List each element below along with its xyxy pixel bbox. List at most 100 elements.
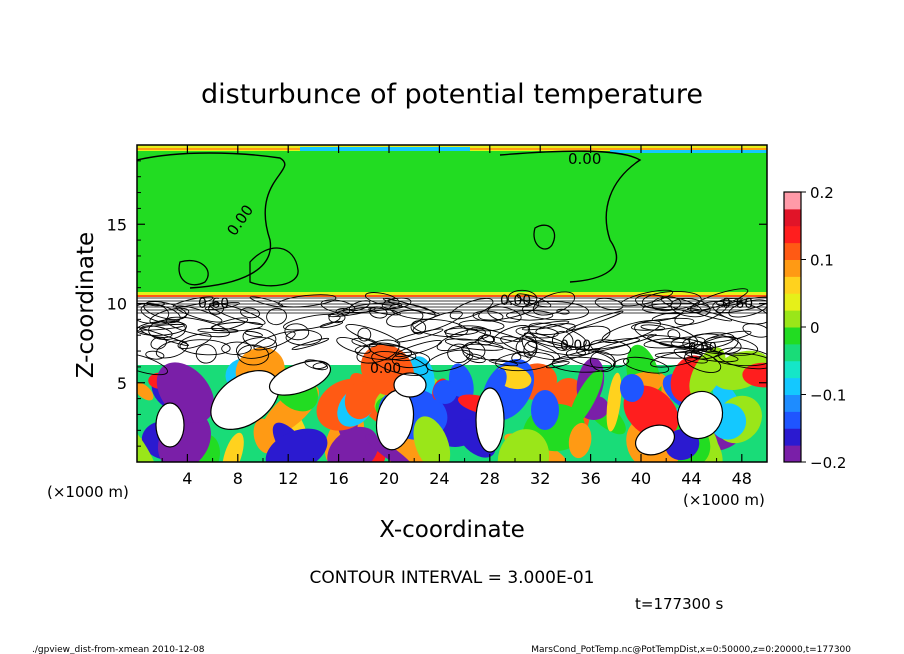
contour-line: [150, 336, 167, 350]
colorbar-tick-label: 0: [810, 319, 820, 337]
x-tick-label: 24: [429, 469, 449, 488]
contour-line: [690, 341, 704, 355]
contour-line: [713, 352, 767, 367]
contour-line: [495, 351, 555, 372]
colorbar-tick-label: −0.1: [810, 387, 846, 405]
contour-line: [371, 351, 429, 376]
contour-line: [242, 328, 277, 348]
cold-cell-core: [433, 380, 457, 404]
x-tick-label: 40: [631, 469, 651, 488]
contour-line: [487, 306, 522, 323]
contour-line: [145, 350, 165, 360]
contour-line: [210, 321, 263, 332]
contour-line: [283, 313, 341, 331]
contour-line: [235, 337, 278, 359]
zero-contour-lobe: [155, 402, 185, 448]
contour-line: [643, 337, 691, 349]
cold-cell-core: [620, 374, 644, 402]
x-tick-label: 4: [182, 469, 192, 488]
chart-title: disturbunce of potential temperature: [201, 79, 703, 110]
contour-line: [266, 307, 287, 326]
plot-area: [137, 145, 767, 462]
contour-upper-3: [249, 247, 299, 287]
convective-cell: [137, 382, 154, 401]
x-tick-label: 12: [278, 469, 298, 488]
convective-cell: [344, 381, 376, 420]
colorbar-segment: [784, 293, 801, 311]
contour-line: [472, 310, 504, 322]
contour-lines: [137, 288, 767, 376]
contour-line: [345, 324, 401, 347]
convective-cell: [413, 416, 451, 462]
contour-line: [691, 336, 739, 360]
colorbar-segment: [784, 259, 801, 277]
contour-line: [137, 302, 170, 324]
contour-line: [552, 347, 601, 363]
colorbar-segment: [784, 377, 801, 395]
x-axis: 4 8 12 16 20 24 28 32 36 40 44 48: [161, 145, 752, 488]
inversion-yellow: [137, 292, 767, 295]
contour-line: [684, 350, 739, 363]
contour-line: [444, 338, 504, 351]
contour-line: [742, 323, 767, 338]
contour-line: [594, 297, 624, 311]
contour-line: [221, 341, 252, 355]
contour-line: [436, 328, 486, 352]
footer-left: ./gpview_dist-from-xmean 2010-12-08: [32, 645, 205, 654]
footer-right: MarsCond_PotTemp.nc@PotTempDist,x=0:5000…: [531, 645, 851, 654]
contour-line: [356, 339, 400, 364]
contour-line: [511, 351, 532, 364]
contour-line: [461, 343, 522, 362]
x-tick-label: 16: [328, 469, 348, 488]
zero-contour-lobe: [676, 390, 724, 440]
contour-line: [667, 329, 681, 340]
contour-line: [506, 310, 554, 321]
colorbar-segment: [784, 192, 801, 210]
colorbar-segment: [784, 411, 801, 429]
contour-line: [155, 340, 188, 359]
contour-line: [634, 322, 699, 348]
x-tick-label: 20: [379, 469, 399, 488]
contour-label: 0.60: [722, 296, 753, 312]
colorbar-tick-label: −0.2: [810, 454, 846, 472]
contour-line: [320, 299, 356, 314]
inversion-red: [137, 295, 767, 297]
field-upper-layer: [137, 145, 767, 295]
zero-contour-lobe: [635, 424, 675, 456]
colorbar-ticks: 0.2 0.1 0 −0.1 −0.2: [801, 184, 846, 472]
contour-line: [712, 300, 767, 325]
x-tick-label: 44: [681, 469, 701, 488]
contour-line: [565, 348, 616, 369]
contour-line: [368, 307, 401, 316]
x-tick-label: 48: [732, 469, 752, 488]
contour-line: [348, 300, 371, 312]
contour-line: [195, 344, 217, 364]
contour-line: [466, 353, 486, 364]
y-axis-label: Z-coordinate: [73, 232, 99, 378]
contour-line: [684, 351, 722, 373]
colorbar-segment: [784, 276, 801, 294]
contour-line: [687, 307, 733, 322]
y-axis: 5 10 15: [107, 160, 767, 447]
contour-line: [717, 347, 767, 370]
contour-line: [312, 362, 328, 370]
colorbar-segment: [784, 360, 801, 379]
convective-cell: [327, 426, 379, 462]
x-tick-label: 32: [530, 469, 550, 488]
contour-line: [565, 310, 624, 332]
colorbar-segment: [784, 208, 801, 227]
convective-cell: [497, 429, 550, 462]
x-unit-right: (×1000 m): [683, 491, 765, 509]
contour-line: [357, 327, 372, 342]
contour-label: 0.00: [568, 150, 601, 168]
convective-cell: [568, 422, 592, 459]
contour-line: [690, 288, 749, 311]
x-unit-left: (×1000 m): [47, 483, 129, 501]
zero-contour-lobe: [393, 372, 427, 398]
contour-label: 0.00: [688, 341, 717, 356]
contour-label: 0.00: [560, 338, 591, 354]
zero-contour-lobe: [475, 387, 505, 453]
cold-cell-core: [531, 390, 559, 430]
contour-line: [444, 325, 492, 341]
